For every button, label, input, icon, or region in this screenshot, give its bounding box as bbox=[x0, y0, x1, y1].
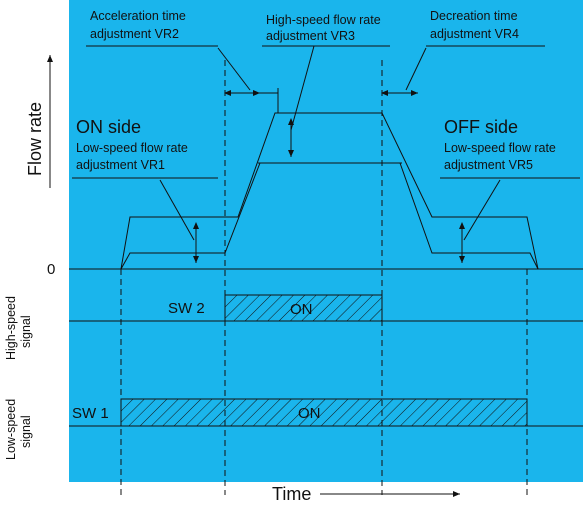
low-signal-label-line1: Low-speed bbox=[4, 399, 18, 460]
y-axis-label: Flow rate bbox=[25, 102, 45, 176]
vr5-label-line1: Low-speed flow rate bbox=[444, 141, 556, 155]
vr3-leader bbox=[290, 45, 315, 131]
vr5-label-line2: adjustment VR5 bbox=[444, 158, 533, 172]
high-signal-label-line1: High-speed bbox=[4, 296, 18, 360]
vr3-label-line2: adjustment VR3 bbox=[266, 29, 355, 43]
high-signal-on-bar bbox=[224, 294, 383, 322]
sw2-label: SW 2 bbox=[168, 300, 205, 317]
low-signal-on-label: ON bbox=[298, 405, 321, 422]
vr4-leader bbox=[405, 47, 427, 91]
vr1-leader bbox=[159, 179, 195, 241]
on-side-label: ON side bbox=[76, 117, 141, 137]
vr4-label-line1: Decreation time bbox=[430, 9, 518, 23]
vr4-label-line2: adjustment VR4 bbox=[430, 27, 519, 41]
vr2-leader bbox=[217, 47, 251, 91]
high-signal-on-label: ON bbox=[290, 301, 313, 318]
zero-label: 0 bbox=[47, 261, 55, 278]
vr5-leader bbox=[463, 179, 501, 241]
low-signal-on-bar bbox=[120, 398, 528, 427]
x-axis-label: Time bbox=[272, 484, 311, 504]
vr1-label-line1: Low-speed flow rate bbox=[76, 141, 188, 155]
high-signal-label-line2: signal bbox=[19, 315, 33, 348]
low-signal-label-line2: signal bbox=[19, 415, 33, 448]
flow-rate-profile bbox=[120, 112, 539, 270]
vr3-label-line1: High-speed flow rate bbox=[266, 13, 381, 27]
sw1-label: SW 1 bbox=[72, 405, 109, 422]
off-side-label: OFF side bbox=[444, 117, 518, 137]
vr2-label-line2: adjustment VR2 bbox=[90, 27, 179, 41]
vr2-label-line1: Acceleration time bbox=[90, 9, 186, 23]
vr1-label-line2: adjustment VR1 bbox=[76, 158, 165, 172]
